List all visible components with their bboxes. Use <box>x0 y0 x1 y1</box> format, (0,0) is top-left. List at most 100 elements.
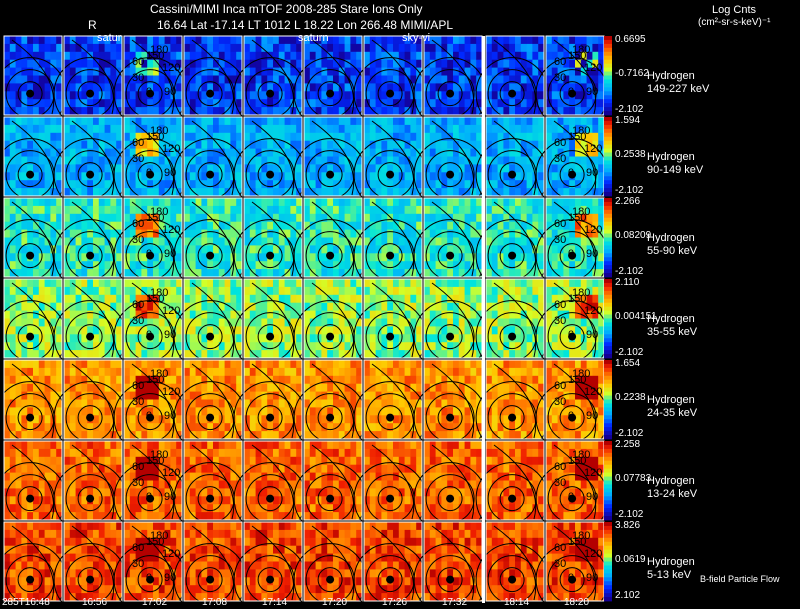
contour-label: 180 <box>572 287 591 299</box>
heatmap-cell <box>233 35 307 131</box>
contour-label: 0 <box>146 86 153 98</box>
heatmap-cell <box>53 197 127 293</box>
contour-label: 60 <box>132 380 145 392</box>
contour-label: 120 <box>584 467 603 479</box>
heatmap-cell <box>173 440 247 536</box>
contour-label: 30 <box>132 234 145 246</box>
heatmap-cell <box>475 359 549 455</box>
contour-label: 120 <box>162 224 181 236</box>
contour-label: 180 <box>572 530 591 542</box>
colorbar-value-max: 2.110 <box>615 277 640 288</box>
contour-label: 60 <box>132 299 145 311</box>
row-label: Hydrogen 149-227 keV <box>647 70 709 96</box>
heatmap-cell <box>353 359 427 455</box>
row-species: Hydrogen <box>647 313 695 325</box>
contour-label: 90 <box>586 572 599 584</box>
colorbar <box>604 117 612 197</box>
contour-label: 0 <box>146 491 153 503</box>
time-gap-separator <box>482 36 485 603</box>
time-tick: 17:08 <box>202 597 228 608</box>
colorbar <box>604 279 612 359</box>
contour-label: 120 <box>162 386 181 398</box>
contour-label: 60 <box>554 380 567 392</box>
heatmap-cell <box>353 35 427 131</box>
row-energy: 24-35 keV <box>647 407 698 419</box>
row-label: Hydrogen 5-13 keV <box>647 556 695 582</box>
heatmap-cell <box>173 278 247 374</box>
colorbar-value-mid: 0.2238 <box>615 392 646 403</box>
heatmap-cell <box>0 359 67 455</box>
contour-label: 120 <box>162 305 181 317</box>
contour-label: 30 <box>132 396 145 408</box>
row-energy: 5-13 keV <box>647 569 692 581</box>
heatmap-cell <box>0 521 67 609</box>
contour-label: 30 <box>554 234 567 246</box>
row-label: Hydrogen 13-24 keV <box>647 475 697 501</box>
heatmap-cell <box>475 116 549 212</box>
contour-label: 90 <box>586 329 599 341</box>
contour-label: 120 <box>584 548 603 560</box>
contour-label: 0 <box>568 410 575 422</box>
overlay-saturn-b: saturn <box>298 32 329 44</box>
contour-label: 30 <box>554 396 567 408</box>
contour-label: 150 <box>568 131 587 143</box>
time-tick: 285T16:48 <box>2 597 50 608</box>
heatmap-cell <box>173 197 247 293</box>
contour-label: 90 <box>164 572 177 584</box>
colorbar <box>604 441 612 521</box>
heatmap-cell <box>173 521 247 609</box>
contour-label: 60 <box>132 461 145 473</box>
contour-label: 90 <box>586 491 599 503</box>
contour-label: 30 <box>132 72 145 84</box>
contour-label: 150 <box>568 536 587 548</box>
colorbar <box>604 36 612 116</box>
contour-label: 120 <box>162 143 181 155</box>
contour-label: 30 <box>132 477 145 489</box>
contour-label: 30 <box>554 558 567 570</box>
colorbar <box>604 522 612 602</box>
contour-label: 0 <box>146 329 153 341</box>
heatmap-cell <box>53 359 127 455</box>
contour-label: 60 <box>554 56 567 68</box>
flow-label: B-field Particle Flow <box>700 574 780 584</box>
contour-label: 90 <box>164 86 177 98</box>
contour-label: 0 <box>568 572 575 584</box>
colorbar <box>604 360 612 440</box>
contour-label: 180 <box>572 125 591 137</box>
contour-label: 150 <box>146 374 165 386</box>
contour-label: 150 <box>146 293 165 305</box>
contour-label: 120 <box>584 62 603 74</box>
row-label: Hydrogen 24-35 keV <box>647 394 697 420</box>
heatmap-cell <box>293 197 367 293</box>
heatmap-cell <box>173 116 247 212</box>
time-tick: 17:14 <box>262 597 288 608</box>
colorbar-value-max: 1.594 <box>615 115 641 126</box>
contour-label: 90 <box>164 248 177 260</box>
heatmap-cell <box>233 359 307 455</box>
heatmap-cell <box>233 116 307 212</box>
contour-label: 0 <box>568 167 575 179</box>
contour-label: 180 <box>572 449 591 461</box>
contour-label: 60 <box>554 461 567 473</box>
heatmap-cell <box>0 440 67 536</box>
contour-label: 0 <box>568 86 575 98</box>
colorbar <box>604 198 612 278</box>
heatmap-cell <box>53 278 127 374</box>
row-species: Hydrogen <box>647 70 695 82</box>
heatmap-cell <box>233 278 307 374</box>
heatmap-cell <box>475 440 549 536</box>
heatmap-cell <box>53 440 127 536</box>
heatmap-cell <box>113 359 187 455</box>
colorbar-value-min: -2.102 <box>615 266 644 277</box>
colorbar-value-max: 0.6695 <box>615 34 646 45</box>
contour-label: 60 <box>132 542 145 554</box>
contour-label: 150 <box>146 536 165 548</box>
heatmap-cell <box>353 278 427 374</box>
contour-label: 90 <box>586 410 599 422</box>
contour-label: 30 <box>554 477 567 489</box>
colorbar-value-min: -2.102 <box>615 509 644 520</box>
heatmap-cell <box>353 440 427 536</box>
row-species: Hydrogen <box>647 475 695 487</box>
heatmap-cell <box>413 521 487 609</box>
heatmap-cell <box>113 278 187 374</box>
